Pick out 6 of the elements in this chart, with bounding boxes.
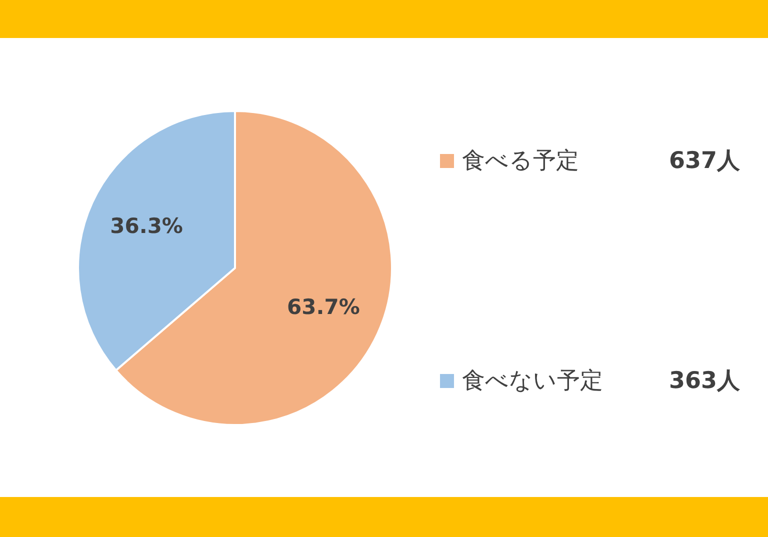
legend-label: 食べる予定 [462, 147, 579, 176]
data-label: 63.7% [287, 295, 360, 320]
data-label: 36.3% [110, 214, 183, 238]
text: 363人 [668, 367, 740, 396]
legend-label: 食べない予定 [462, 367, 603, 396]
text: 637人 [668, 147, 740, 176]
